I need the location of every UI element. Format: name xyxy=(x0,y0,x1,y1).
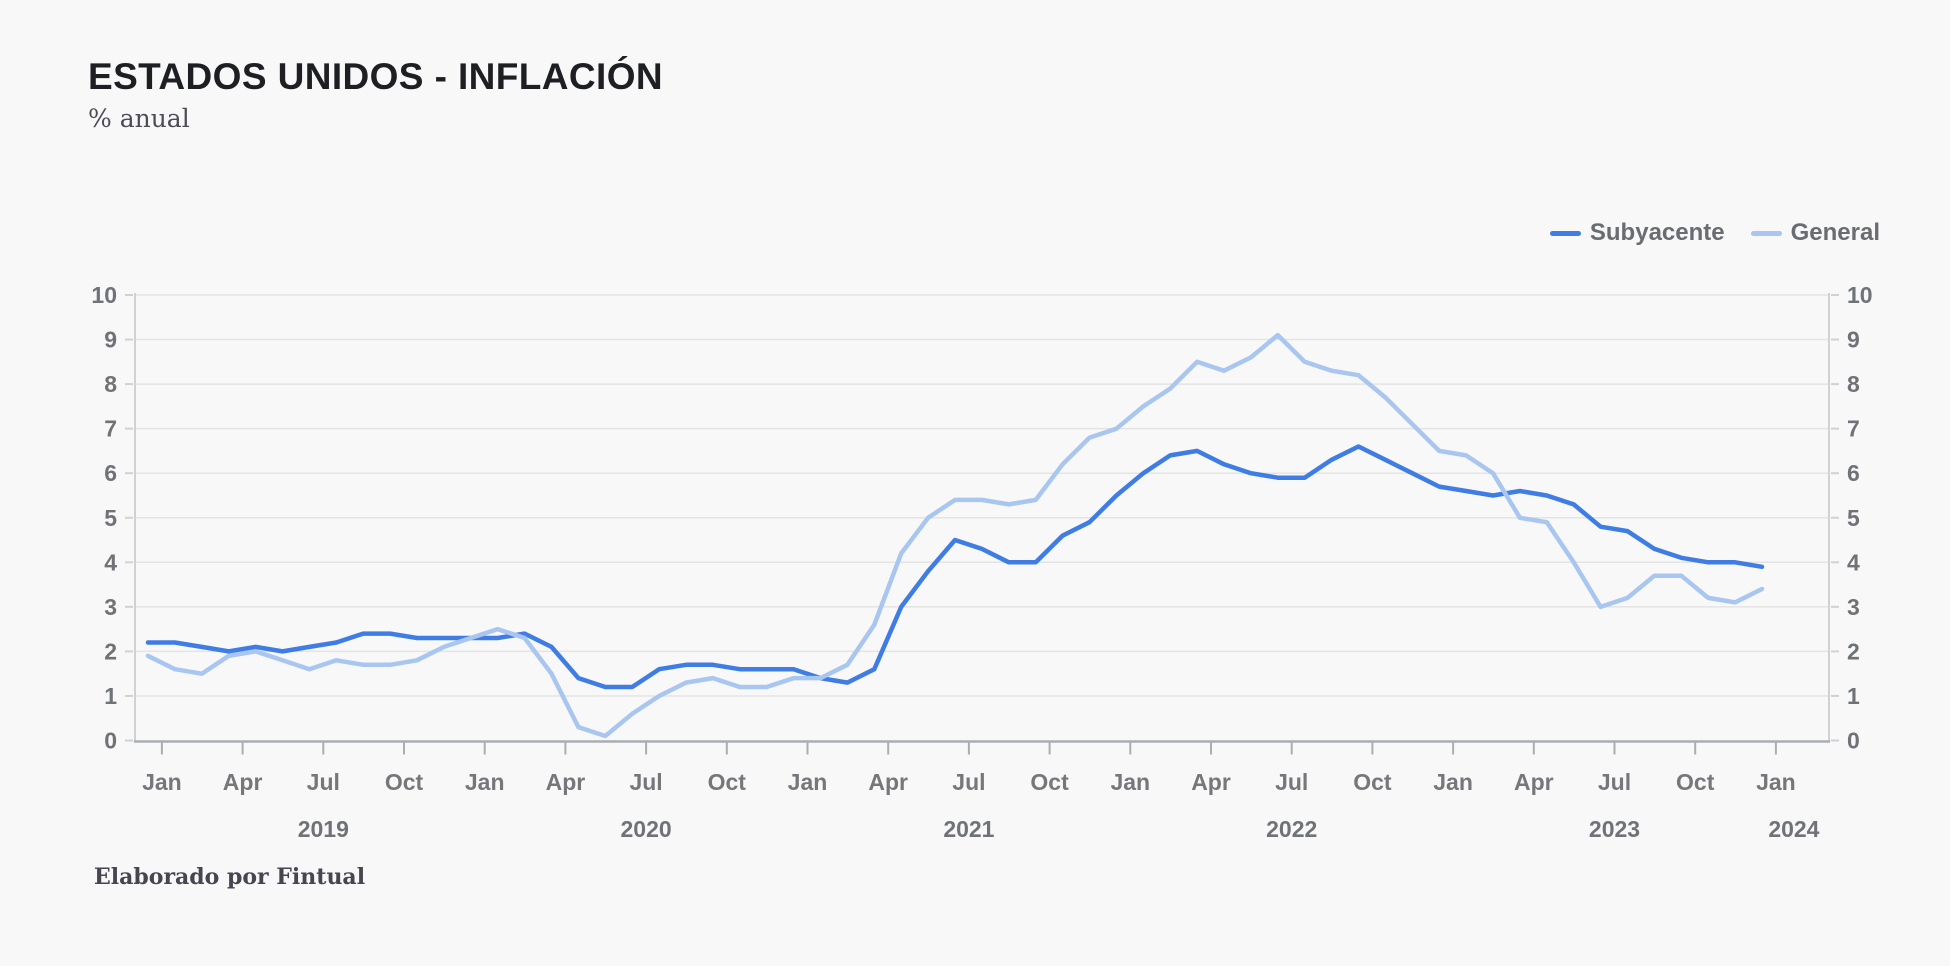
svg-text:Jul: Jul xyxy=(1275,769,1308,795)
svg-text:6: 6 xyxy=(104,460,117,486)
legend-item-general[interactable]: General xyxy=(1750,219,1880,247)
svg-text:3: 3 xyxy=(1847,594,1860,620)
svg-text:3: 3 xyxy=(104,594,117,620)
svg-text:Jul: Jul xyxy=(307,769,340,795)
svg-text:6: 6 xyxy=(1847,460,1860,486)
svg-text:Apr: Apr xyxy=(1514,769,1554,795)
svg-text:1: 1 xyxy=(104,683,117,709)
footer-attribution: Elaborado por Fintual xyxy=(94,864,366,890)
svg-text:Jul: Jul xyxy=(952,769,985,795)
svg-text:2019: 2019 xyxy=(298,816,349,842)
svg-text:Jan: Jan xyxy=(465,769,505,795)
svg-text:8: 8 xyxy=(104,371,117,397)
legend-label: General xyxy=(1790,219,1880,246)
svg-text:10: 10 xyxy=(91,282,117,308)
general-line-swatch-icon xyxy=(1750,230,1782,236)
svg-text:Jan: Jan xyxy=(1433,769,1473,795)
svg-text:9: 9 xyxy=(104,327,117,353)
svg-text:7: 7 xyxy=(104,416,117,442)
svg-text:Apr: Apr xyxy=(1191,769,1231,795)
svg-text:Oct: Oct xyxy=(1676,769,1715,795)
svg-text:Oct: Oct xyxy=(708,769,747,795)
svg-text:Jan: Jan xyxy=(1756,769,1796,795)
svg-text:Oct: Oct xyxy=(1030,769,1069,795)
svg-text:Oct: Oct xyxy=(385,769,424,795)
svg-text:8: 8 xyxy=(1847,371,1860,397)
svg-text:2024: 2024 xyxy=(1768,816,1819,842)
page-title: ESTADOS UNIDOS - INFLACIÓN xyxy=(88,56,663,97)
chart-legend: Subyacente General xyxy=(1549,218,1880,248)
svg-text:7: 7 xyxy=(1847,416,1860,442)
page-subtitle: % anual xyxy=(88,104,190,133)
svg-text:1: 1 xyxy=(1847,683,1860,709)
svg-text:Jan: Jan xyxy=(142,769,182,795)
legend-label: Subyacente xyxy=(1589,219,1725,246)
svg-text:2: 2 xyxy=(1847,638,1860,664)
svg-text:Apr: Apr xyxy=(868,769,908,795)
svg-text:0: 0 xyxy=(104,728,117,754)
svg-text:Jan: Jan xyxy=(788,769,828,795)
svg-text:Jul: Jul xyxy=(629,769,662,795)
legend-item-subyacente[interactable]: Subyacente xyxy=(1549,219,1725,247)
svg-text:10: 10 xyxy=(1847,282,1873,308)
svg-text:2022: 2022 xyxy=(1266,816,1317,842)
svg-text:Oct: Oct xyxy=(1353,769,1392,795)
svg-text:5: 5 xyxy=(104,505,117,531)
svg-text:2021: 2021 xyxy=(943,816,994,842)
svg-text:4: 4 xyxy=(104,549,117,575)
svg-text:2023: 2023 xyxy=(1589,816,1640,842)
svg-text:2020: 2020 xyxy=(621,816,672,842)
svg-text:Apr: Apr xyxy=(546,769,586,795)
svg-text:5: 5 xyxy=(1847,505,1860,531)
svg-text:Jan: Jan xyxy=(1110,769,1150,795)
svg-text:9: 9 xyxy=(1847,327,1860,353)
svg-text:Apr: Apr xyxy=(223,769,263,795)
svg-text:4: 4 xyxy=(1847,549,1860,575)
svg-text:2: 2 xyxy=(104,638,117,664)
svg-text:0: 0 xyxy=(1847,728,1860,754)
svg-text:Jul: Jul xyxy=(1598,769,1631,795)
subyacente-line-swatch-icon xyxy=(1549,230,1581,236)
